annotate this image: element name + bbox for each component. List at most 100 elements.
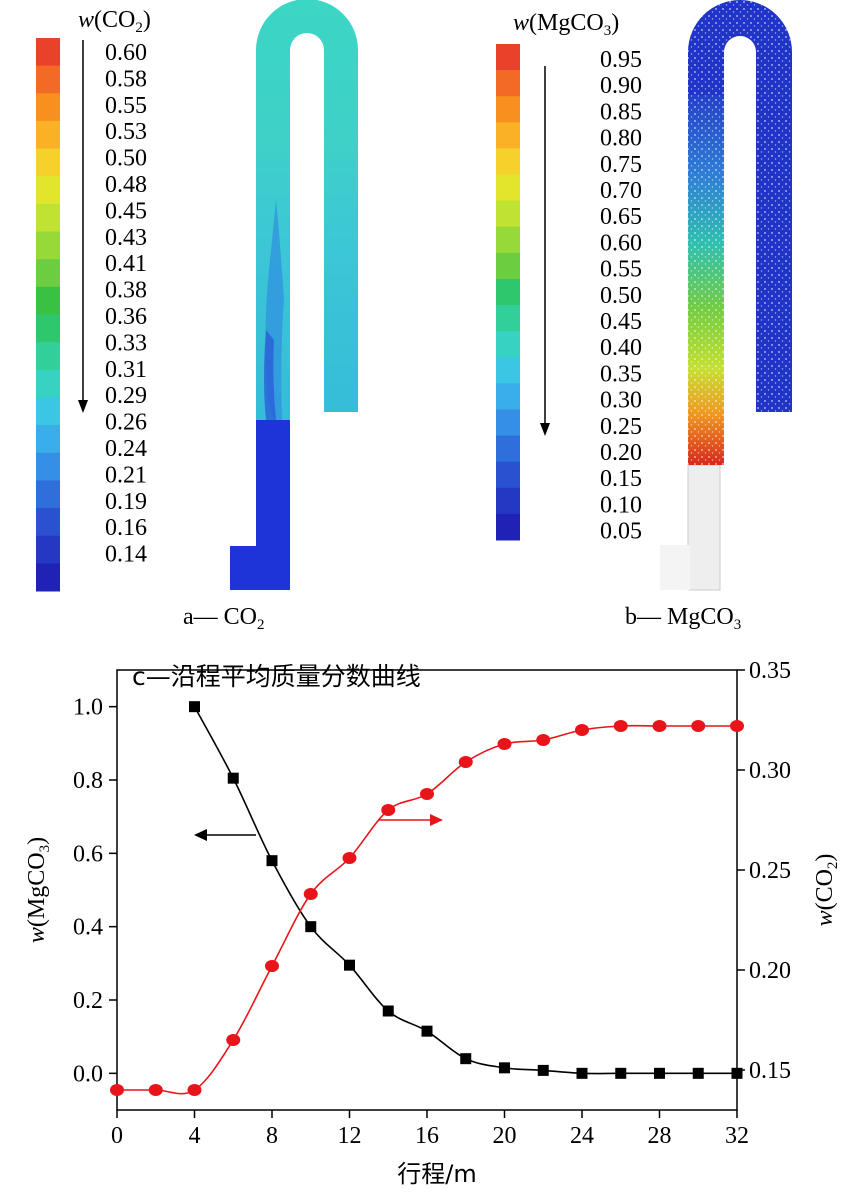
reactor-mgco3-particles [660,0,792,591]
mgco3-legend-value: 0.25 [600,414,642,440]
co2-legend-value: 0.24 [105,436,147,462]
legend-arrow-co2 [78,40,88,413]
mgco3-data-point [537,1064,549,1076]
co2-legend-value: 0.50 [105,146,147,172]
y-right-tick-label: 0.30 [749,758,791,784]
co2-data-point [226,1034,241,1046]
mgco3-legend-value: 0.40 [600,335,642,361]
colorbar-cell [36,342,60,371]
legend-values-mgco3: 0.950.900.850.800.750.700.650.600.550.50… [600,47,642,545]
co2-data-point [303,888,318,900]
co2-data-point [730,720,744,732]
mgco3-data-point [692,1067,704,1079]
mgco3-data-point [305,921,317,933]
colorbar-cell [496,409,520,437]
x-tick-label: 16 [415,1123,439,1149]
colorbar-cell [496,435,520,463]
colorbar-mgco3 [496,44,520,541]
mgco3-data-point [266,855,278,867]
colorbar-cell [496,96,520,123]
colorbar-co2 [36,38,60,592]
colorbar-cell [496,122,520,149]
co2-legend-value: 0.58 [105,66,147,92]
y-left-tick-label: 0.0 [73,1061,103,1087]
co2-legend-value: 0.21 [105,462,147,488]
co2-data-point [497,738,512,750]
y-left-tick-label: 0.8 [73,768,103,794]
co2-legend-value: 0.19 [105,489,147,515]
co2-data-point [536,734,551,746]
colorbar-cell [496,383,520,410]
co2-data-point [187,1084,202,1096]
x-tick-label: 12 [338,1123,362,1149]
x-tick-label: 0 [111,1123,123,1149]
y-right-tick-label: 0.15 [749,1058,791,1084]
colorbar-cell [496,148,520,176]
x-tick-label: 24 [570,1123,594,1149]
colorbar-cell [496,174,520,202]
y-right-tick-label: 0.20 [749,958,791,984]
colorbar-cell [36,259,60,288]
co2-legend-value: 0.48 [105,172,147,198]
colorbar-cell [496,226,520,254]
colorbar-cell [496,461,520,489]
colorbar-cell [496,70,520,97]
co2-legend-value: 0.53 [105,119,147,145]
colorbar-cell [496,305,520,332]
y-right-tick-label: 0.35 [749,658,791,684]
arrow-to-right-axis [378,814,443,826]
panel-b: w(MgCO3) 0.950.900.850.800.750.700.650.6… [496,0,792,633]
mgco3-legend-value: 0.50 [600,283,642,309]
co2-data-point [458,756,473,768]
x-tick-label: 20 [493,1123,517,1149]
panel-a: w(CO2) 0.600.580.550.530.500.480.450.430… [36,0,358,633]
y-axis-left-label: w(MgCO3) [24,837,53,943]
colorbar-cell [36,425,60,454]
mgco3-legend-value: 0.15 [600,466,642,492]
co2-data-point [691,720,706,732]
colorbar-cell [36,148,60,177]
colorbar-cell [496,487,520,515]
x-tick-label: 28 [648,1123,672,1149]
co2-legend-value: 0.16 [105,515,147,541]
x-tick-label: 32 [725,1123,749,1149]
mgco3-legend-value: 0.80 [600,126,642,152]
colorbar-cell [496,513,520,541]
mgco3-data-point [344,959,355,971]
chart-c: c—沿程平均质量分数曲线 0 4 8 12 16 20 24 28 32 0.00.20.40.… [24,658,841,1188]
co2-legend-value: 0.43 [105,225,147,251]
y-axis-right-label: w(CO2) [812,854,841,927]
y-axis-right: 0.15 0.20 0.25 0.30 0.35 [737,658,791,1084]
mgco3-data-point [576,1067,588,1079]
colorbar-cell [36,120,60,150]
co2-legend-value: 0.14 [105,542,147,568]
co2-data-point [381,804,396,816]
colorbar-cell [36,38,60,67]
colorbar-cell [496,278,520,306]
co2-data-point [420,788,434,800]
colorbar-cell [36,176,60,205]
co2-data-point [342,852,357,864]
mgco3-legend-value: 0.20 [600,440,642,466]
co2-legend-value: 0.29 [105,383,147,409]
mgco3-legend-value: 0.75 [600,152,642,178]
legend-arrow-mgco3 [540,66,550,436]
mgco3-legend-value: 0.10 [600,492,642,518]
mgco3-data-point [189,701,200,713]
colorbar-cell [36,203,60,233]
mgco3-data-point [499,1062,510,1074]
colorbar-cell [36,231,60,260]
colorbar-cell [36,286,60,315]
colorbar-cell [36,535,60,564]
mgco3-data-point [382,1005,394,1017]
colorbar-cell [496,331,520,358]
colorbar-cell [496,200,520,228]
arrow-to-left-axis [194,829,256,841]
mgco3-legend-value: 0.55 [600,257,642,283]
caption-panel-a: a— CO2 [183,604,265,633]
chart-title: c—沿程平均质量分数曲线 [132,662,421,691]
mgco3-legend-value: 0.65 [600,204,642,230]
x-axis: 0 4 8 12 16 20 24 28 32 [111,1110,749,1149]
mgco3-legend-value: 0.45 [600,309,642,335]
mgco3-legend-value: 0.60 [600,230,642,256]
